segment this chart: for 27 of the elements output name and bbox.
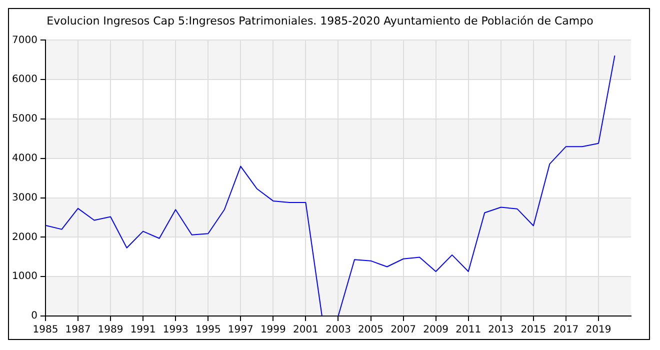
x-tick-label: 2011 (456, 324, 482, 336)
y-tick-label: 7000 (12, 34, 38, 46)
x-tick-label: 1991 (130, 324, 156, 336)
x-tick-label: 1999 (260, 324, 286, 336)
x-tick-label: 1985 (32, 324, 58, 336)
x-tick-label: 1995 (195, 324, 221, 336)
y-tick-label: 6000 (12, 74, 38, 86)
x-tick-label: 2007 (390, 324, 416, 336)
y-tick-label: 1000 (12, 271, 38, 282)
x-tick-label: 2019 (586, 324, 612, 336)
x-tick-label: 1993 (162, 324, 188, 336)
y-tick-label: 3000 (12, 192, 38, 204)
y-tick-label: 4000 (12, 152, 38, 164)
x-tick-label: 2013 (488, 324, 514, 336)
x-tick-label: 2017 (553, 324, 579, 336)
x-tick-label: 2001 (292, 324, 318, 336)
y-tick-label: 5000 (12, 114, 38, 125)
x-tick-label: 1987 (65, 324, 91, 336)
x-tick-label: 1989 (98, 324, 124, 336)
y-tick-label: 2000 (12, 232, 38, 243)
y-tick-label: 0 (31, 310, 38, 322)
x-tick-label: 2015 (520, 324, 546, 336)
x-tick-label: 1997 (228, 324, 254, 336)
chart-title: Evolucion Ingresos Cap 5:Ingresos Patrimoniales. 1985-2020 Ayuntamiento de Población de Campo (46, 14, 594, 28)
x-tick-label: 2005 (358, 324, 384, 336)
x-tick-label: 2009 (423, 324, 449, 336)
x-tick-label: 2003 (326, 324, 351, 336)
